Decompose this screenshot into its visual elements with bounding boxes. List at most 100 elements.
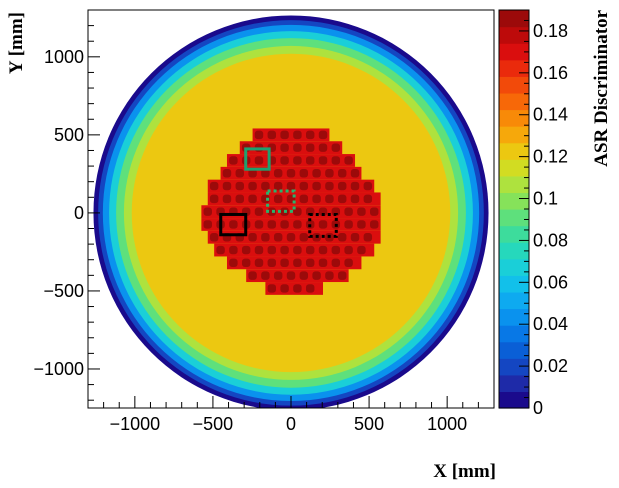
central-cell: [318, 207, 328, 216]
central-cell: [280, 258, 289, 268]
central-cell: [248, 194, 257, 204]
central-cell: [305, 130, 315, 140]
central-cell: [267, 207, 277, 216]
y-tick-label: 1000: [44, 47, 84, 67]
colorbar-tick-label: 0.08: [533, 230, 568, 250]
central-cell: [318, 258, 328, 268]
central-cell: [267, 220, 277, 229]
central-cell: [229, 258, 238, 268]
central-cell: [344, 207, 353, 216]
central-cell: [273, 271, 283, 280]
central-cell: [235, 169, 244, 178]
central-cell: [261, 169, 270, 178]
central-cell: [273, 169, 283, 178]
central-cell: [222, 169, 232, 178]
central-region-row: [246, 269, 349, 283]
central-region-row: [201, 218, 381, 231]
colorbar-bin: [499, 391, 529, 409]
central-cell: [273, 233, 283, 242]
central-cell: [203, 220, 212, 229]
central-cell: [318, 143, 328, 152]
y-tick-label: −500: [43, 281, 84, 301]
central-cell: [344, 156, 353, 165]
central-cell: [248, 169, 257, 178]
central-cell: [338, 181, 347, 191]
central-cell: [280, 284, 289, 293]
colorbar-bin: [499, 291, 529, 310]
x-axis: −1000 −500 0 500 1000: [87, 396, 495, 434]
x-tick-label: 500: [354, 414, 384, 434]
central-cell: [209, 181, 219, 191]
central-cell: [331, 156, 341, 165]
central-cell: [293, 207, 302, 216]
central-cell: [254, 156, 264, 165]
central-cell: [254, 245, 264, 255]
colorbar-bin: [499, 209, 529, 227]
colorbar-tick-label: 0.06: [533, 272, 568, 292]
central-cell: [299, 194, 309, 204]
colorbar-bin: [499, 374, 529, 393]
central-cell: [209, 194, 219, 204]
y-axis: −1000 −500 0 500 1000: [33, 9, 100, 401]
central-cell: [331, 258, 341, 268]
central-cell: [293, 220, 302, 229]
central-cell: [312, 271, 321, 280]
central-cell: [357, 245, 366, 255]
colorbar-bin: [499, 192, 529, 210]
central-cell: [280, 156, 289, 165]
central-cell: [331, 143, 341, 152]
central-cell: [338, 169, 347, 178]
x-tick-label: 1000: [427, 414, 467, 434]
central-cell: [325, 169, 334, 178]
central-cell: [299, 181, 309, 191]
central-cell: [280, 143, 289, 152]
central-cell: [241, 258, 251, 268]
central-cell: [318, 220, 328, 229]
central-cell: [280, 220, 289, 229]
y-tick-label: −1000: [33, 359, 84, 379]
central-cell: [267, 258, 277, 268]
y-axis-title: Y [mm]: [6, 12, 27, 74]
central-cell: [293, 284, 302, 293]
central-cell: [305, 156, 315, 165]
central-cell: [344, 245, 353, 255]
central-cell: [344, 220, 353, 229]
central-cell: [344, 258, 353, 268]
central-cell: [363, 194, 373, 204]
colorbar-bin: [499, 175, 529, 194]
colorbar-bin: [499, 275, 529, 293]
colorbar-bin: [499, 142, 529, 160]
central-cell: [286, 271, 296, 280]
central-cell: [235, 194, 244, 204]
central-cell: [331, 207, 341, 216]
central-cell: [318, 130, 328, 140]
marker-dotted-black: [308, 212, 338, 238]
y-tick-label: 0: [74, 203, 84, 223]
central-cell: [305, 284, 315, 293]
x-tick-label: 0: [286, 414, 296, 434]
central-cell: [312, 181, 321, 191]
colorbar-bin: [499, 308, 529, 326]
colorbar-bin: [499, 325, 529, 343]
central-cell: [241, 245, 251, 255]
central-cell: [293, 143, 302, 152]
central-cell: [338, 271, 347, 280]
central-cell: [280, 245, 289, 255]
central-cell: [254, 220, 264, 229]
central-cell: [318, 245, 328, 255]
central-cell: [370, 207, 379, 216]
colorbar-tick-label: 0: [533, 398, 543, 418]
central-cell: [325, 194, 334, 204]
central-cell: [248, 233, 257, 242]
central-cell: [280, 130, 289, 140]
central-cell: [299, 169, 309, 178]
central-cell: [286, 181, 296, 191]
central-cell: [293, 156, 302, 165]
central-cell: [350, 233, 360, 242]
colorbar-tick-label: 0.14: [533, 105, 568, 125]
central-cell: [338, 233, 347, 242]
central-cell: [267, 284, 277, 293]
colorbar-tick-label: 0.1: [533, 189, 558, 209]
central-cell: [248, 271, 257, 280]
colorbar-tick-label: 0.04: [533, 314, 568, 334]
